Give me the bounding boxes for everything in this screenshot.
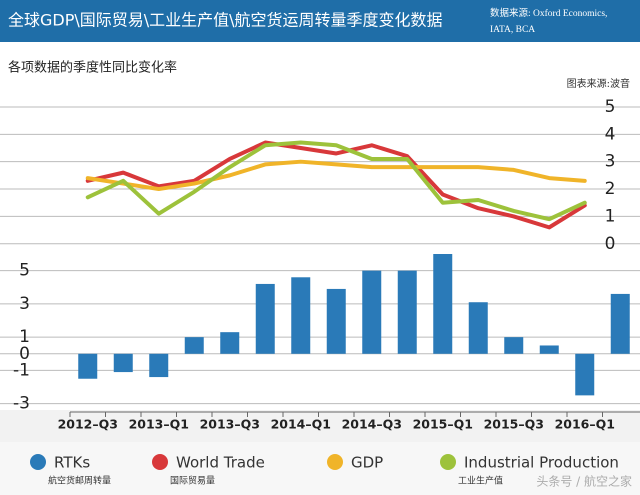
y-tick-label: 1 [19,327,30,347]
legend-marker [327,454,343,470]
legend-label: Industrial Production [464,454,619,472]
x-tick-label: 2014–Q3 [342,417,402,432]
legend-note: 国际贸易量 [170,475,215,487]
bar [539,345,559,354]
legend-label: GDP [351,454,383,472]
x-tick-label: 2013–Q1 [129,417,189,432]
bar [362,270,382,354]
legend-marker [152,454,168,470]
y-tick-label: 0 [19,344,30,364]
header-bar [0,0,640,42]
line [85,140,587,230]
legend-band [0,442,640,495]
legend-note: 工业生产值 [458,475,503,487]
bar [291,277,311,354]
y-tick-label: 3 [605,152,616,172]
bar [113,353,133,373]
y-tick-label: 4 [605,124,616,144]
legend-marker [440,454,456,470]
x-tick-label: 2015–Q1 [413,417,473,432]
y-tick-label: 2 [605,179,616,199]
bar [220,332,240,354]
watermark: 头条号 / 航空之家 [536,474,632,489]
credit: 图表来源:波音 [567,77,630,90]
legend-label: RTKs [54,454,90,472]
bar [326,288,346,354]
legend-marker [30,454,46,470]
y-tick-label: 3 [19,294,30,314]
bar [504,337,524,354]
x-tick-label: 2015–Q3 [484,417,544,432]
y-tick-label: -3 [13,394,30,414]
y-tick-label: 1 [605,206,616,226]
line [85,140,587,222]
bar [433,254,453,354]
legend-note: 航空货邮周转量 [48,475,111,487]
header-source: IATA, BCA [490,25,535,35]
x-axis-band [0,410,640,442]
line [85,159,587,192]
legend-label: World Trade [176,454,265,472]
bar [184,337,204,354]
y-tick-label: -1 [13,360,30,380]
bar [78,353,98,379]
bar [575,353,595,396]
bar [149,353,169,378]
header-title: 全球GDP\国际贸易\工业生产值\航空货运周转量季度变化数据 [8,11,443,30]
x-tick-label: 2014–Q1 [271,417,331,432]
legend: World Trade 国际贸易量 GDP Industrial Production… [30,454,619,487]
x-tick-label: 2012–Q3 [58,417,118,432]
subtitle: 各项数据的季度性同比变化率 [8,60,177,76]
y-tick-label: 0 [605,234,616,254]
bar [255,283,275,354]
header-source: 数据来源: Oxford Economics, [490,7,607,19]
y-tick-label: 5 [19,261,30,281]
bar [468,302,488,354]
bar [397,270,417,354]
x-tick-label: 2013–Q3 [200,417,260,432]
bar [610,293,630,354]
x-tick-label: 2016–Q1 [555,417,615,432]
y-tick-label: 5 [605,97,616,117]
